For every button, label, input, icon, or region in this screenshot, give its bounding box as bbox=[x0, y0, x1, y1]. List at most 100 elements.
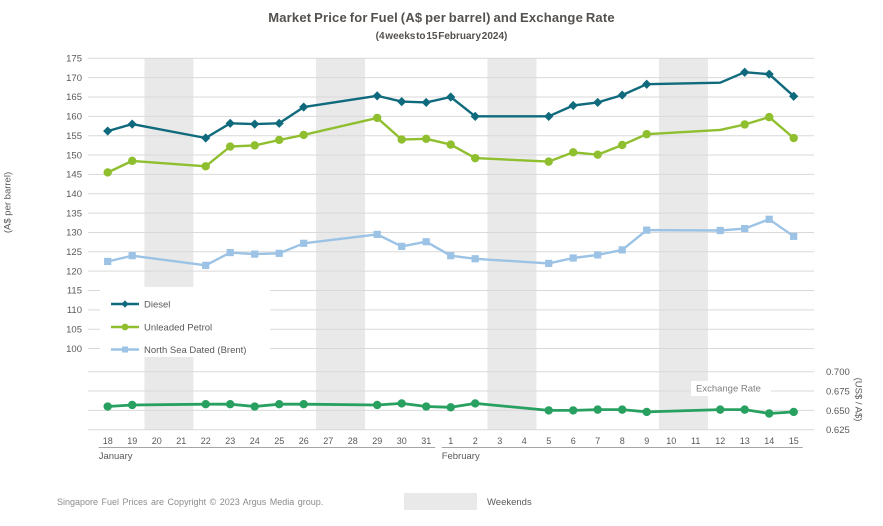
data-point-diesel bbox=[421, 97, 431, 108]
x-day-tick-label: 29 bbox=[372, 436, 382, 446]
x-day-tick-label: 31 bbox=[421, 436, 431, 446]
x-day-tick-label: 30 bbox=[397, 436, 407, 446]
x-day-tick-label: 6 bbox=[571, 436, 576, 446]
data-point-unleaded-petrol bbox=[765, 112, 774, 122]
data-point-unleaded-petrol bbox=[103, 168, 112, 177]
x-day-tick-label: 4 bbox=[522, 436, 527, 446]
data-point-exchange-rate bbox=[765, 409, 774, 418]
data-point-north-sea-dated-brent- bbox=[251, 250, 259, 258]
y-left-tick-label: 105 bbox=[66, 324, 82, 335]
data-point-unleaded-petrol bbox=[422, 134, 431, 143]
weekend-swatch-label: Weekends bbox=[487, 497, 532, 508]
y-left-tick-label: 115 bbox=[67, 286, 82, 297]
data-point-exchange-rate bbox=[226, 400, 235, 409]
data-point-diesel bbox=[274, 118, 284, 128]
x-day-tick-label: 22 bbox=[201, 436, 211, 446]
data-point-north-sea-dated-brent- bbox=[765, 215, 773, 223]
y-left-tick-label: 125 bbox=[66, 247, 82, 258]
y-left-tick-label: 175 bbox=[66, 54, 82, 65]
data-point-diesel bbox=[617, 90, 627, 100]
weekend-band bbox=[487, 58, 537, 430]
data-point-exchange-rate bbox=[103, 402, 112, 411]
data-point-exchange-rate bbox=[642, 407, 651, 417]
exchange-rate-label: Exchange Rate bbox=[696, 384, 761, 395]
data-point-diesel bbox=[446, 92, 456, 102]
legend-key-marker bbox=[122, 346, 128, 353]
data-point-north-sea-dated-brent- bbox=[618, 246, 626, 254]
data-point-north-sea-dated-brent- bbox=[716, 226, 724, 235]
x-day-tick-label: 10 bbox=[666, 436, 676, 446]
y-left-tick-label: 155 bbox=[66, 131, 82, 142]
data-point-unleaded-petrol bbox=[642, 129, 651, 139]
data-point-unleaded-petrol bbox=[740, 120, 749, 129]
weekend-band bbox=[315, 58, 365, 430]
data-point-north-sea-dated-brent- bbox=[398, 242, 406, 250]
data-point-unleaded-petrol bbox=[275, 135, 284, 145]
y-left-tick-label: 110 bbox=[67, 305, 82, 316]
data-point-diesel bbox=[250, 119, 260, 129]
x-day-tick-label: 2 bbox=[473, 436, 478, 446]
data-point-diesel bbox=[103, 126, 113, 136]
x-day-tick-label: 1 bbox=[448, 436, 453, 446]
data-point-exchange-rate bbox=[128, 400, 137, 410]
data-point-exchange-rate bbox=[569, 406, 578, 415]
x-day-tick-label: 12 bbox=[715, 436, 725, 446]
x-day-tick-label: 21 bbox=[176, 436, 186, 446]
x-day-tick-label: 20 bbox=[152, 436, 162, 446]
legend-background bbox=[100, 287, 270, 357]
data-point-unleaded-petrol bbox=[471, 153, 480, 163]
data-point-unleaded-petrol bbox=[569, 148, 578, 157]
x-day-tick-label: 18 bbox=[103, 436, 113, 446]
x-day-tick-label: 3 bbox=[497, 436, 502, 446]
data-point-unleaded-petrol bbox=[250, 141, 259, 150]
data-point-unleaded-petrol bbox=[299, 130, 308, 140]
data-point-unleaded-petrol bbox=[618, 140, 627, 150]
x-day-tick-label: 13 bbox=[740, 436, 750, 446]
weekend-band bbox=[658, 58, 708, 430]
data-point-diesel bbox=[544, 111, 554, 121]
data-point-north-sea-dated-brent- bbox=[741, 224, 749, 233]
data-point-diesel bbox=[764, 69, 774, 79]
data-point-exchange-rate bbox=[299, 400, 308, 409]
data-point-exchange-rate bbox=[373, 400, 382, 410]
data-point-exchange-rate bbox=[593, 405, 602, 414]
y-left-tick-label: 100 bbox=[66, 344, 82, 355]
y-right-tick-label: 0.650 bbox=[826, 406, 850, 417]
data-point-unleaded-petrol bbox=[226, 142, 235, 151]
data-point-north-sea-dated-brent- bbox=[300, 239, 308, 247]
data-point-exchange-rate bbox=[250, 402, 259, 411]
data-point-exchange-rate bbox=[422, 402, 431, 411]
data-point-diesel bbox=[568, 100, 578, 111]
y-right-tick-label: 0.625 bbox=[826, 425, 850, 436]
data-point-north-sea-dated-brent- bbox=[471, 255, 479, 263]
data-point-north-sea-dated-brent- bbox=[569, 254, 577, 262]
data-point-exchange-rate bbox=[275, 400, 284, 409]
x-day-tick-label: 19 bbox=[127, 436, 137, 446]
y-left-tick-label: 165 bbox=[66, 92, 82, 103]
x-day-tick-label: 7 bbox=[595, 436, 600, 446]
data-point-north-sea-dated-brent- bbox=[104, 257, 112, 266]
y-left-tick-label: 160 bbox=[66, 112, 82, 123]
x-day-tick-label: 26 bbox=[299, 436, 309, 446]
data-point-diesel bbox=[470, 111, 480, 121]
data-point-unleaded-petrol bbox=[544, 157, 553, 166]
page-title: Market Price for Fuel (A$ per barrel) an… bbox=[268, 10, 615, 25]
data-point-unleaded-petrol bbox=[397, 135, 406, 144]
data-point-diesel bbox=[397, 97, 407, 107]
y-left-tick-label: 170 bbox=[66, 73, 82, 84]
y-left-tick-label: 130 bbox=[66, 228, 82, 239]
data-point-unleaded-petrol bbox=[446, 140, 455, 149]
data-point-exchange-rate bbox=[740, 405, 749, 414]
x-day-tick-label: 8 bbox=[620, 436, 625, 446]
data-point-diesel bbox=[740, 67, 750, 77]
data-point-unleaded-petrol bbox=[789, 133, 798, 143]
data-point-north-sea-dated-brent- bbox=[128, 252, 136, 260]
data-point-north-sea-dated-brent- bbox=[275, 249, 283, 257]
x-day-tick-label: 11 bbox=[691, 436, 700, 446]
data-point-unleaded-petrol bbox=[128, 156, 137, 166]
data-point-north-sea-dated-brent- bbox=[447, 252, 455, 260]
data-point-diesel bbox=[299, 102, 309, 112]
weekend-band bbox=[144, 58, 194, 430]
x-day-tick-label: 9 bbox=[644, 436, 649, 446]
